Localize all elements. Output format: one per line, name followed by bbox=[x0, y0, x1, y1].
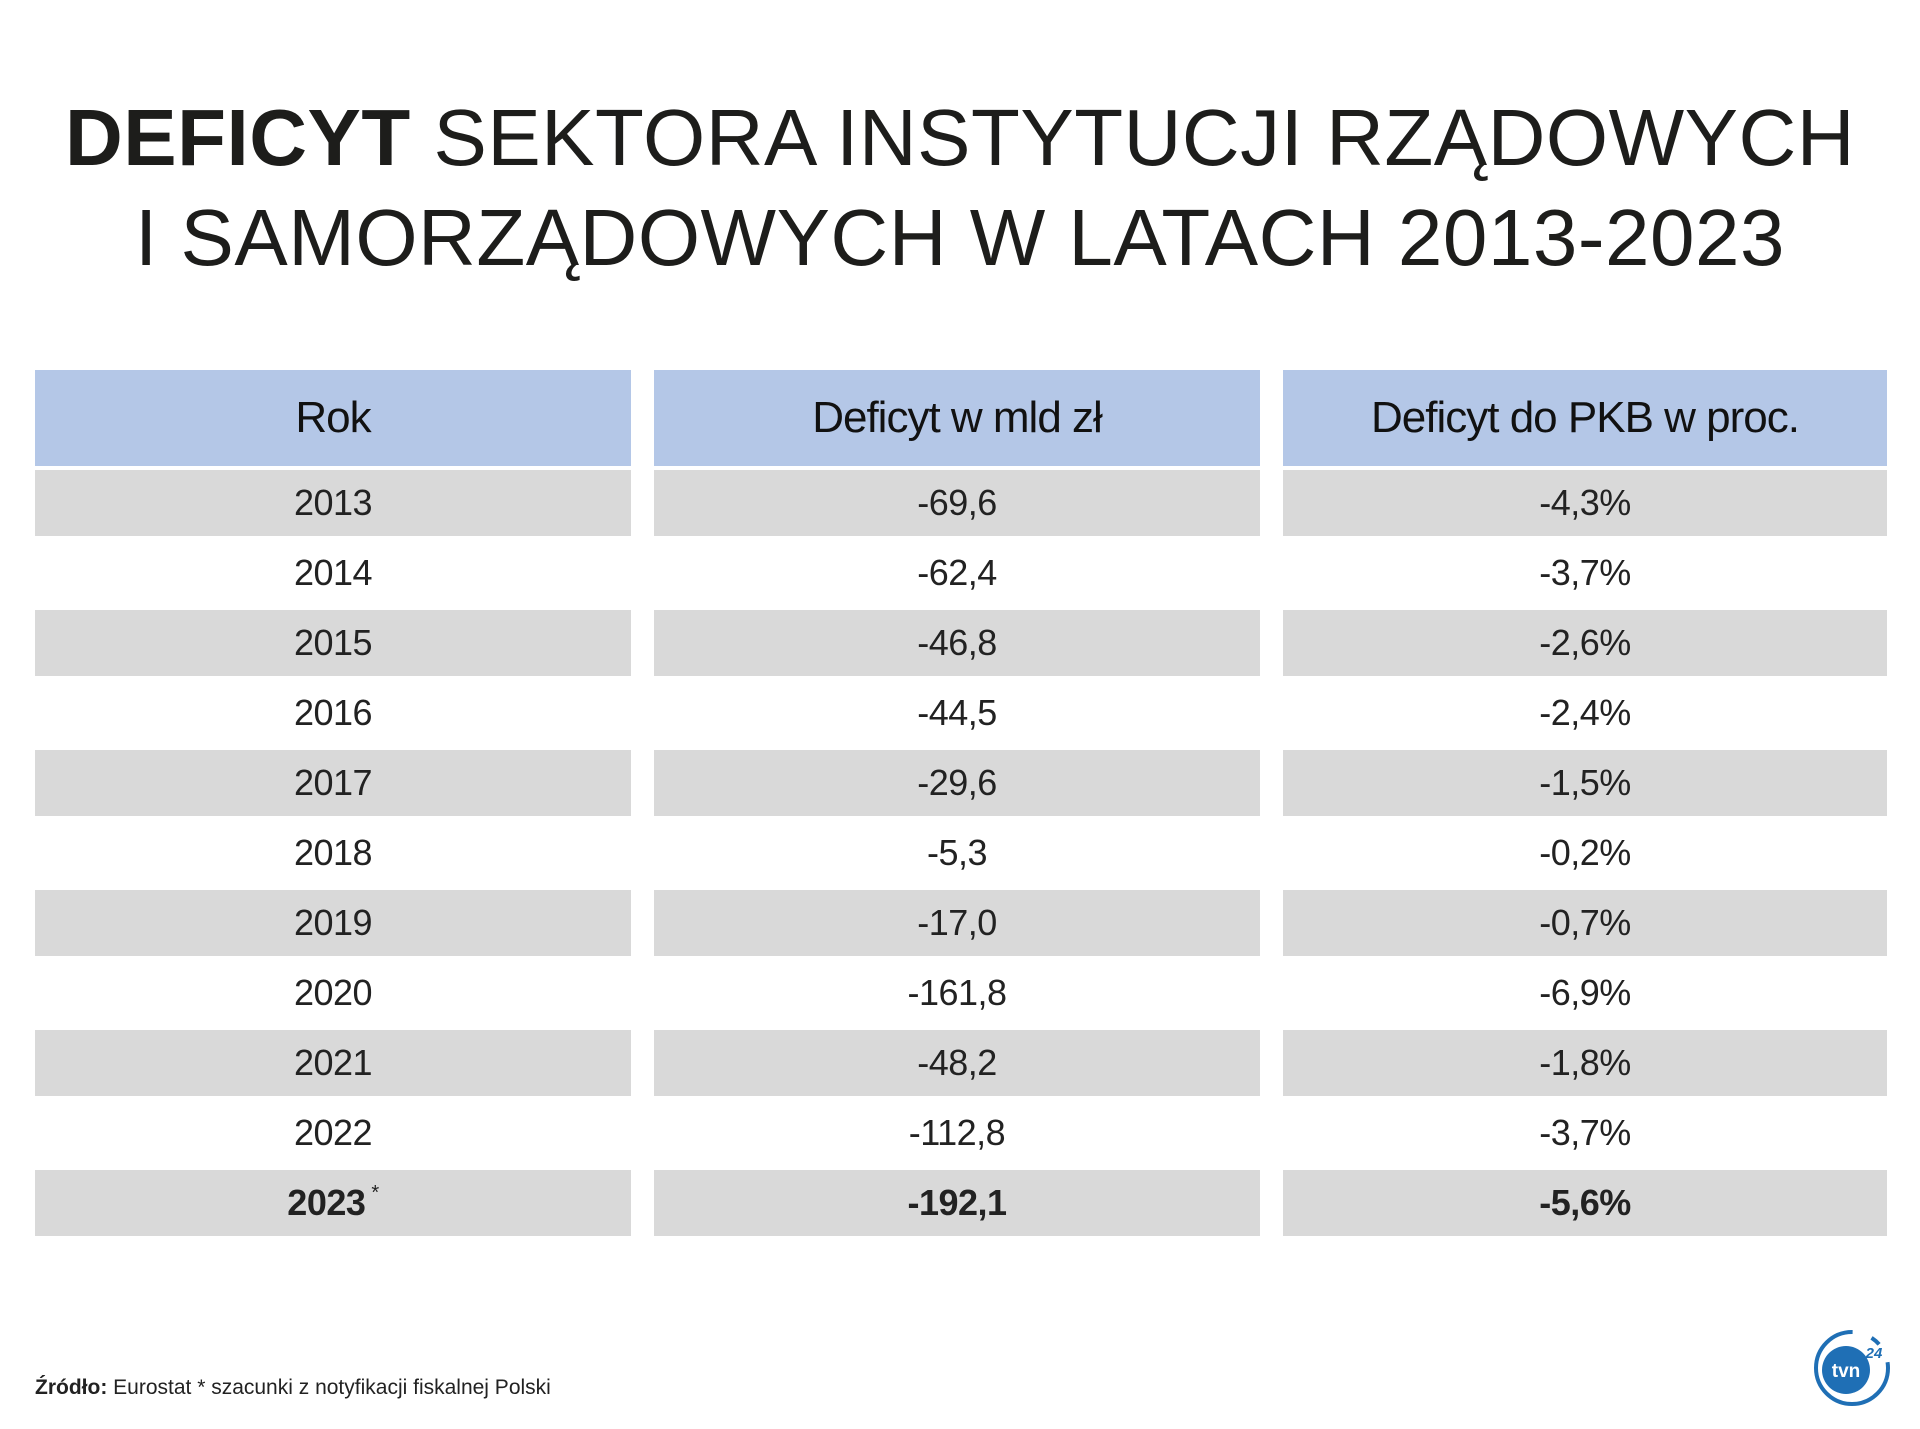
cell-value: -4,3% bbox=[1539, 482, 1631, 523]
table-cell: -69,6 bbox=[654, 470, 1260, 536]
table-cell: -6,9% bbox=[1283, 960, 1887, 1026]
cell-value: -112,8 bbox=[908, 1112, 1006, 1153]
table-cell: -62,4 bbox=[654, 540, 1260, 606]
cell-value: -1,5% bbox=[1539, 762, 1631, 803]
column-deficit-bln-cells: -69,6 -62,4 -46,8 -44,5 -29,6 -5,3 -17,0 -161,8… bbox=[654, 470, 1260, 1236]
cell-value: -48,2 bbox=[917, 1042, 997, 1083]
source-footer: Źródło: Eurostat * szacunki z notyfikacj… bbox=[35, 1376, 551, 1400]
table-cell: -29,6 bbox=[654, 750, 1260, 816]
cell-value: 2016 bbox=[293, 692, 373, 733]
cell-value: -6,9% bbox=[1539, 972, 1631, 1013]
table-cell: -2,4% bbox=[1283, 680, 1887, 746]
tvn24-logo-icon: tvn 24 bbox=[1814, 1330, 1890, 1406]
cell-value: -161,8 bbox=[907, 972, 1007, 1013]
table-cell: -1,8% bbox=[1283, 1030, 1887, 1096]
table-cell: -2,6% bbox=[1283, 610, 1887, 676]
column-deficit-bln: Deficyt w mld zł -69,6 -62,4 -46,8 -44,5 -29… bbox=[654, 370, 1260, 1240]
cell-value: 2022 bbox=[293, 1112, 373, 1153]
table-cell: -3,7% bbox=[1283, 540, 1887, 606]
column-header-deficit-gdp: Deficyt do PKB w proc. bbox=[1283, 370, 1887, 466]
table-cell: -1,5% bbox=[1283, 750, 1887, 816]
table-cell: 2020 bbox=[35, 960, 631, 1026]
cell-value: -2,4% bbox=[1539, 692, 1631, 733]
cell-value: 2017 bbox=[293, 762, 373, 803]
cell-value: 2019 bbox=[293, 902, 373, 943]
column-year: Rok 2013 2014 2015 2016 2017 2018 2019 2020 2021… bbox=[35, 370, 631, 1240]
table-cell: 2016 bbox=[35, 680, 631, 746]
column-year-cells: 2013 2014 2015 2016 2017 2018 2019 2020 2021 2022… bbox=[35, 470, 631, 1236]
source-label: Źródło: bbox=[35, 1376, 108, 1399]
cell-value: -0,7% bbox=[1539, 902, 1631, 943]
column-deficit-gdp: Deficyt do PKB w proc. -4,3% -3,7% -2,6% -2… bbox=[1283, 370, 1887, 1240]
logo-text-24: 24 bbox=[1865, 1345, 1883, 1362]
cell-value: -2,6% bbox=[1539, 622, 1631, 663]
cell-value: -17,0 bbox=[917, 902, 997, 943]
table-cell: 2023 * bbox=[35, 1170, 631, 1236]
table-cell: -48,2 bbox=[654, 1030, 1260, 1096]
logo-text-tvn: tvn bbox=[1832, 1361, 1861, 1382]
cell-value: 2023 bbox=[287, 1182, 366, 1223]
table-cell: -44,5 bbox=[654, 680, 1260, 746]
cell-value: -29,6 bbox=[917, 762, 997, 803]
cell-value: -62,4 bbox=[917, 552, 997, 593]
table-cell: 2019 bbox=[35, 890, 631, 956]
cell-value: -1,8% bbox=[1539, 1042, 1631, 1083]
cell-value: 2013 bbox=[293, 482, 373, 523]
table-cell: -17,0 bbox=[654, 890, 1260, 956]
column-header-year: Rok bbox=[35, 370, 631, 466]
title-line-1-rest: SEKTORA INSTYTUCJI RZĄDOWYCH bbox=[410, 93, 1855, 182]
column-deficit-gdp-cells: -4,3% -3,7% -2,6% -2,4% -1,5% -0,2% -0,7% -6,9%… bbox=[1283, 470, 1887, 1236]
cell-value: -3,7% bbox=[1539, 1112, 1631, 1153]
table-cell: -46,8 bbox=[654, 610, 1260, 676]
cell-value: -5,3 bbox=[926, 832, 988, 873]
table-cell: -0,7% bbox=[1283, 890, 1887, 956]
cell-value: -69,6 bbox=[917, 482, 997, 523]
title-line-1: DEFICYT SEKTORA INSTYTUCJI RZĄDOWYCH bbox=[0, 88, 1920, 188]
cell-value: 2018 bbox=[293, 832, 373, 873]
table-cell: 2015 bbox=[35, 610, 631, 676]
table-cell: -5,3 bbox=[654, 820, 1260, 886]
cell-value: 2020 bbox=[293, 972, 373, 1013]
table-cell: -4,3% bbox=[1283, 470, 1887, 536]
title-bold-word: DEFICYT bbox=[65, 93, 411, 182]
table-cell: -5,6% bbox=[1283, 1170, 1887, 1236]
table-cell: -112,8 bbox=[654, 1100, 1260, 1166]
title-line-2: I SAMORZĄDOWYCH W LATACH 2013-2023 bbox=[135, 193, 1785, 282]
column-header-deficit-bln: Deficyt w mld zł bbox=[654, 370, 1260, 466]
cell-value: -5,6% bbox=[1539, 1182, 1631, 1223]
estimate-marker: * bbox=[371, 1181, 379, 1204]
table-cell: 2018 bbox=[35, 820, 631, 886]
table-cell: -3,7% bbox=[1283, 1100, 1887, 1166]
table-cell: -192,1 bbox=[654, 1170, 1260, 1236]
table-cell: -161,8 bbox=[654, 960, 1260, 1026]
cell-value: 2014 bbox=[293, 552, 373, 593]
table-cell: 2014 bbox=[35, 540, 631, 606]
cell-value: 2021 bbox=[293, 1042, 373, 1083]
table-cell: 2021 bbox=[35, 1030, 631, 1096]
cell-value: -0,2% bbox=[1539, 832, 1631, 873]
cell-value: -46,8 bbox=[917, 622, 997, 663]
table-cell: 2013 bbox=[35, 470, 631, 536]
cell-value: -192,1 bbox=[907, 1182, 1007, 1223]
table-cell: 2017 bbox=[35, 750, 631, 816]
page-title: DEFICYT SEKTORA INSTYTUCJI RZĄDOWYCH I S… bbox=[0, 88, 1920, 288]
source-text: Eurostat * szacunki z notyfikacji fiskal… bbox=[107, 1376, 551, 1399]
table-cell: 2022 bbox=[35, 1100, 631, 1166]
cell-value: 2015 bbox=[293, 622, 373, 663]
table-cell: -0,2% bbox=[1283, 820, 1887, 886]
cell-value: -3,7% bbox=[1539, 552, 1631, 593]
cell-value: -44,5 bbox=[917, 692, 997, 733]
